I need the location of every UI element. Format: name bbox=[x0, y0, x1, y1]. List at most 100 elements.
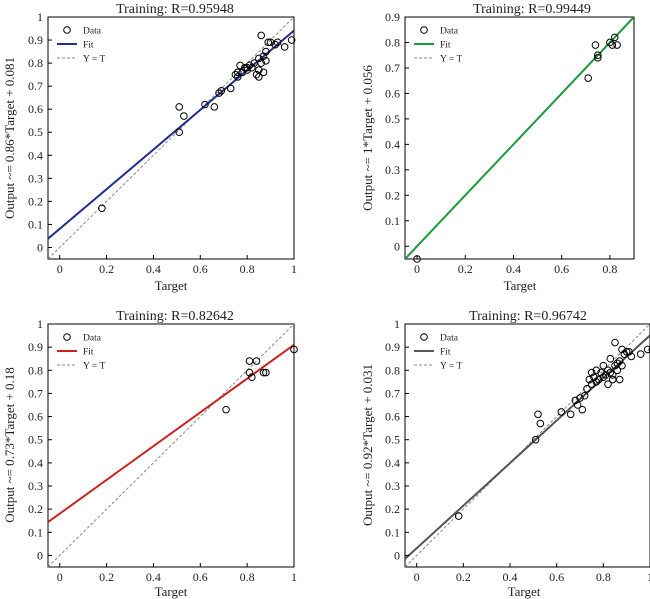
data-point bbox=[594, 51, 602, 60]
x-tick-label: 1 bbox=[291, 262, 297, 276]
y-axis-label: Output ~= 1*Target + 0.056 bbox=[360, 65, 375, 211]
y-axis-label: Output ~= 0.92*Target + 0.031 bbox=[360, 364, 375, 526]
y-tick-label: 0.9 bbox=[385, 10, 400, 24]
y-tick-label: 0.7 bbox=[28, 386, 43, 400]
data-point bbox=[587, 368, 596, 377]
data-point bbox=[226, 84, 235, 93]
data-point bbox=[625, 347, 633, 356]
legend-data-marker bbox=[420, 26, 428, 34]
x-tick-label: 0.2 bbox=[99, 570, 114, 584]
x-tick-label: 0.4 bbox=[503, 570, 518, 584]
data-point bbox=[252, 70, 261, 79]
y-tick-label: 0 bbox=[394, 548, 400, 562]
chart-title: Training: R=0.95948 bbox=[116, 2, 234, 17]
data-point bbox=[248, 63, 256, 72]
x-tick-label: 0 bbox=[414, 262, 420, 276]
data-point bbox=[259, 368, 268, 377]
data-point bbox=[615, 357, 624, 365]
y-tick-label: 0.1 bbox=[28, 217, 43, 231]
data-point bbox=[618, 361, 626, 370]
chart-title: Training: R=0.96742 bbox=[469, 309, 587, 324]
data-point bbox=[252, 357, 261, 365]
x-tick-label: 0.4 bbox=[146, 570, 161, 584]
y-tick-label: 0.6 bbox=[385, 86, 400, 100]
y-tick-label: 0.6 bbox=[385, 410, 400, 424]
y-tick-label: 0.5 bbox=[385, 433, 400, 447]
data-point bbox=[255, 66, 263, 74]
plot-marks: 0 0.2 0.4 0.6 0.8 1 0 0.1 0.2 0.3 0.4 0.5 0.6 0.7 0.8 0… bbox=[385, 317, 650, 584]
plot-marks: 0 0.2 0.4 0.6 0.8 1 0 0.1 0.2 0.3 0.4 0.5 0.6 0.7 0.8 0… bbox=[28, 10, 297, 276]
y-tick-label: 0.6 bbox=[28, 410, 43, 424]
data-point bbox=[584, 74, 593, 82]
legend-fit-label: Fit bbox=[83, 41, 94, 51]
y-tick-label: 0 bbox=[37, 240, 43, 254]
x-tick-label: 0.8 bbox=[596, 570, 611, 584]
data-point bbox=[604, 380, 612, 388]
data-point bbox=[245, 368, 254, 377]
y-tick-label: 0.8 bbox=[385, 363, 400, 377]
data-point bbox=[643, 345, 650, 354]
data-point bbox=[290, 345, 298, 354]
data-point bbox=[257, 31, 266, 40]
x-axis-label: Target bbox=[504, 278, 537, 293]
legend-data-label: Data bbox=[440, 334, 459, 344]
data-point bbox=[599, 361, 608, 370]
y-axis-label: Output ~= 0.73*Target + 0.18 bbox=[2, 367, 17, 523]
legend-data-marker bbox=[63, 26, 71, 34]
data-point bbox=[622, 347, 631, 356]
data-point bbox=[611, 338, 619, 347]
legend-yt-label: Y = T bbox=[83, 362, 105, 372]
data-point bbox=[608, 41, 617, 49]
data-point bbox=[201, 100, 209, 109]
legend-fit-label: Fit bbox=[83, 348, 94, 358]
x-tick-label: 0.2 bbox=[99, 262, 114, 276]
x-axis-label: Target bbox=[155, 584, 188, 599]
data-point bbox=[592, 378, 601, 386]
x-tick-label: 0 bbox=[414, 570, 420, 584]
data-point bbox=[233, 68, 242, 77]
y-tick-label: 0.2 bbox=[28, 502, 43, 516]
y-axis-label: Output ~= 0.86*Target + 0.081 bbox=[2, 57, 17, 219]
y-tick-label: 0.2 bbox=[385, 502, 400, 516]
data-point bbox=[606, 38, 614, 47]
y-tick-label: 0.9 bbox=[28, 340, 43, 354]
data-point bbox=[243, 66, 251, 74]
data-point bbox=[259, 52, 268, 60]
data-point bbox=[454, 512, 463, 520]
data-point bbox=[594, 53, 602, 62]
y-tick-label: 0.1 bbox=[385, 214, 400, 228]
y-tick-label: 0.5 bbox=[28, 125, 43, 139]
identity-line bbox=[48, 324, 294, 567]
x-tick-label: 0.4 bbox=[506, 262, 521, 276]
data-point bbox=[243, 63, 251, 72]
y-tick-label: 0.6 bbox=[28, 102, 43, 116]
panel-training-3: Training: R=0.82642 0 0.2 0.4 0.6 0.8 1 0 0.1 0.… bbox=[2, 309, 298, 599]
y-tick-label: 0.9 bbox=[28, 33, 43, 47]
y-tick-label: 0 bbox=[37, 548, 43, 562]
data-point bbox=[615, 375, 624, 384]
data-point bbox=[245, 357, 254, 365]
legend-data-label: Data bbox=[440, 27, 459, 37]
data-point bbox=[236, 61, 244, 70]
x-tick-label: 0.6 bbox=[193, 262, 208, 276]
y-tick-label: 0.3 bbox=[28, 171, 43, 185]
data-point bbox=[627, 352, 636, 361]
data-point bbox=[257, 59, 266, 67]
legend: Data Fit Y = T bbox=[54, 328, 142, 376]
y-tick-label: 1 bbox=[394, 317, 400, 331]
data-point bbox=[606, 368, 615, 377]
data-point bbox=[245, 61, 254, 70]
data-point bbox=[576, 394, 584, 402]
data-point bbox=[175, 128, 183, 137]
plot-frame bbox=[404, 323, 650, 568]
x-tick-label: 1 bbox=[291, 570, 297, 584]
legend: Data Fit Y = T bbox=[54, 21, 142, 69]
legend-yt-label: Y = T bbox=[83, 55, 105, 65]
data-point bbox=[262, 56, 270, 65]
panel-training-4: Training: R=0.96742 0 0.2 0.4 0.6 0.8 1 0 0.1 0.… bbox=[360, 309, 650, 599]
legend-yt-label: Y = T bbox=[440, 362, 462, 372]
data-point bbox=[233, 73, 242, 81]
clipped-area bbox=[405, 17, 634, 259]
x-tick-label: 1 bbox=[647, 570, 650, 584]
data-point bbox=[571, 396, 580, 405]
